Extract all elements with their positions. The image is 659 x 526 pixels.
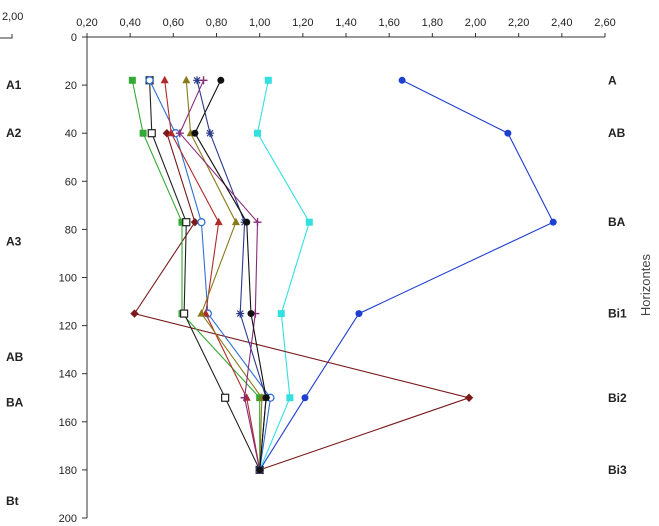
series-10-point-2: [175, 129, 184, 138]
series-5-point-2: [147, 129, 156, 138]
series-1-point-2: [504, 129, 512, 137]
left-horizon-label: A2: [6, 126, 22, 140]
right-horizon-label: AB: [608, 126, 626, 140]
y-tick-label: 200: [59, 513, 77, 525]
x-tick-label: 1,20: [292, 17, 313, 29]
y-tick-label: 160: [59, 417, 77, 429]
series-2-point-5: [286, 394, 294, 402]
labels: 2,00 A1 A2 A3 AB BA Bt A AB BA Bi1 Bi2 Bi3 Horizontes: [2, 11, 653, 508]
y-tick-label: 100: [59, 273, 77, 285]
series-line-4: [131, 80, 261, 470]
series-line-7: [164, 80, 261, 470]
series-9-point-1: [193, 76, 202, 85]
series-2-point-4: [277, 310, 285, 318]
series-3-point-2: [190, 217, 200, 227]
left-axis-fragment: [0, 34, 13, 39]
x-tick-label: 1,60: [378, 17, 399, 29]
y-tick-label: 80: [65, 224, 77, 236]
right-horizon-label: Bi1: [608, 307, 627, 321]
series-2-point-3: [305, 218, 313, 226]
x-tick-label: 2,40: [551, 17, 572, 29]
series-line-8: [185, 80, 263, 470]
series-8-point-4: [197, 309, 206, 317]
y-tick-label: 20: [65, 80, 77, 92]
series-5-point-5: [221, 393, 230, 402]
series-11-point-2: [191, 129, 199, 137]
y-tick-label: 140: [59, 369, 77, 381]
left-horizon-label: A1: [6, 78, 22, 92]
left-horizon-label: Bt: [6, 494, 19, 508]
x-tick-label: 0,80: [206, 17, 227, 29]
series-3-point-3: [130, 309, 139, 318]
series-10-point-1: [199, 76, 208, 85]
series-6-point-1: [145, 76, 154, 85]
series-10-point-5: [240, 393, 249, 402]
series-4-point-3: [178, 218, 186, 226]
series-1-point-5: [301, 394, 309, 402]
y-tick-label: 180: [59, 465, 77, 477]
series-markers: [128, 75, 557, 475]
series-8-point-1: [182, 75, 191, 84]
series-line-1: [259, 79, 554, 471]
series-1-point-4: [355, 310, 363, 318]
x-tick-label: 2,00: [465, 17, 486, 29]
series-7-point-2: [167, 128, 176, 137]
series-11-point-6: [256, 466, 264, 474]
series-lines: [131, 79, 554, 471]
series-1-point-3: [549, 218, 557, 226]
series-5-point-4: [180, 309, 189, 318]
right-horizon-label: Bi3: [608, 463, 627, 477]
series-2-point-2: [254, 129, 262, 137]
series-7-point-3: [214, 217, 223, 226]
series-10-point-3: [253, 218, 262, 227]
series-2-point-1: [264, 76, 272, 84]
x-tick-label: 1,40: [335, 17, 356, 29]
left-horizon-label: A3: [6, 234, 22, 248]
right-horizon-label: Bi2: [608, 391, 627, 405]
series-line-5: [149, 80, 261, 471]
right-horizon-label: BA: [608, 215, 626, 229]
series-6-point-3: [197, 218, 206, 227]
series-3-point-4: [464, 393, 474, 402]
series-7-point-1: [160, 75, 169, 84]
series-11-point-5: [262, 394, 270, 402]
series-line-2: [256, 80, 310, 471]
x-tick-label: 0,40: [119, 17, 140, 29]
left-horizon-label: AB: [6, 350, 24, 364]
series-11-point-4: [247, 310, 255, 318]
left-horizon-label: BA: [6, 396, 24, 410]
x-tick-label: 1,00: [249, 17, 270, 29]
series-8-point-3: [231, 217, 240, 226]
series-11-point-1: [217, 76, 225, 84]
right-axis-title: Horizontes: [638, 253, 653, 316]
x-tick-label: 0,60: [163, 17, 184, 29]
x-tick-label: 2,60: [594, 17, 615, 29]
series-1-point-1: [398, 76, 406, 84]
series-5-point-3: [182, 218, 191, 227]
x-tick-label: 2,20: [508, 17, 529, 29]
right-horizon-label: A: [608, 73, 617, 87]
x-tick-label: 0,20: [76, 17, 97, 29]
series-line-6: [149, 80, 272, 470]
series-4-point-1: [128, 76, 136, 84]
left-corner-label: 2,00: [2, 11, 23, 23]
y-tick-label: 60: [65, 176, 77, 188]
y-tick-label: 0: [71, 32, 77, 44]
x-tick-label: 1,80: [422, 17, 443, 29]
series-11-point-3: [243, 218, 251, 226]
series-9-point-2: [206, 129, 215, 138]
series-9-point-4: [236, 309, 245, 318]
series-4-point-2: [139, 129, 147, 137]
series-line-10: [179, 80, 261, 471]
y-tick-label: 120: [59, 321, 77, 333]
series-line-11: [194, 80, 267, 470]
y-tick-label: 40: [65, 128, 77, 140]
axes: 0,20 0,40 0,60 0,80 1,00 1,20 1,40 1,60 1,80 2,00…: [0, 17, 616, 525]
